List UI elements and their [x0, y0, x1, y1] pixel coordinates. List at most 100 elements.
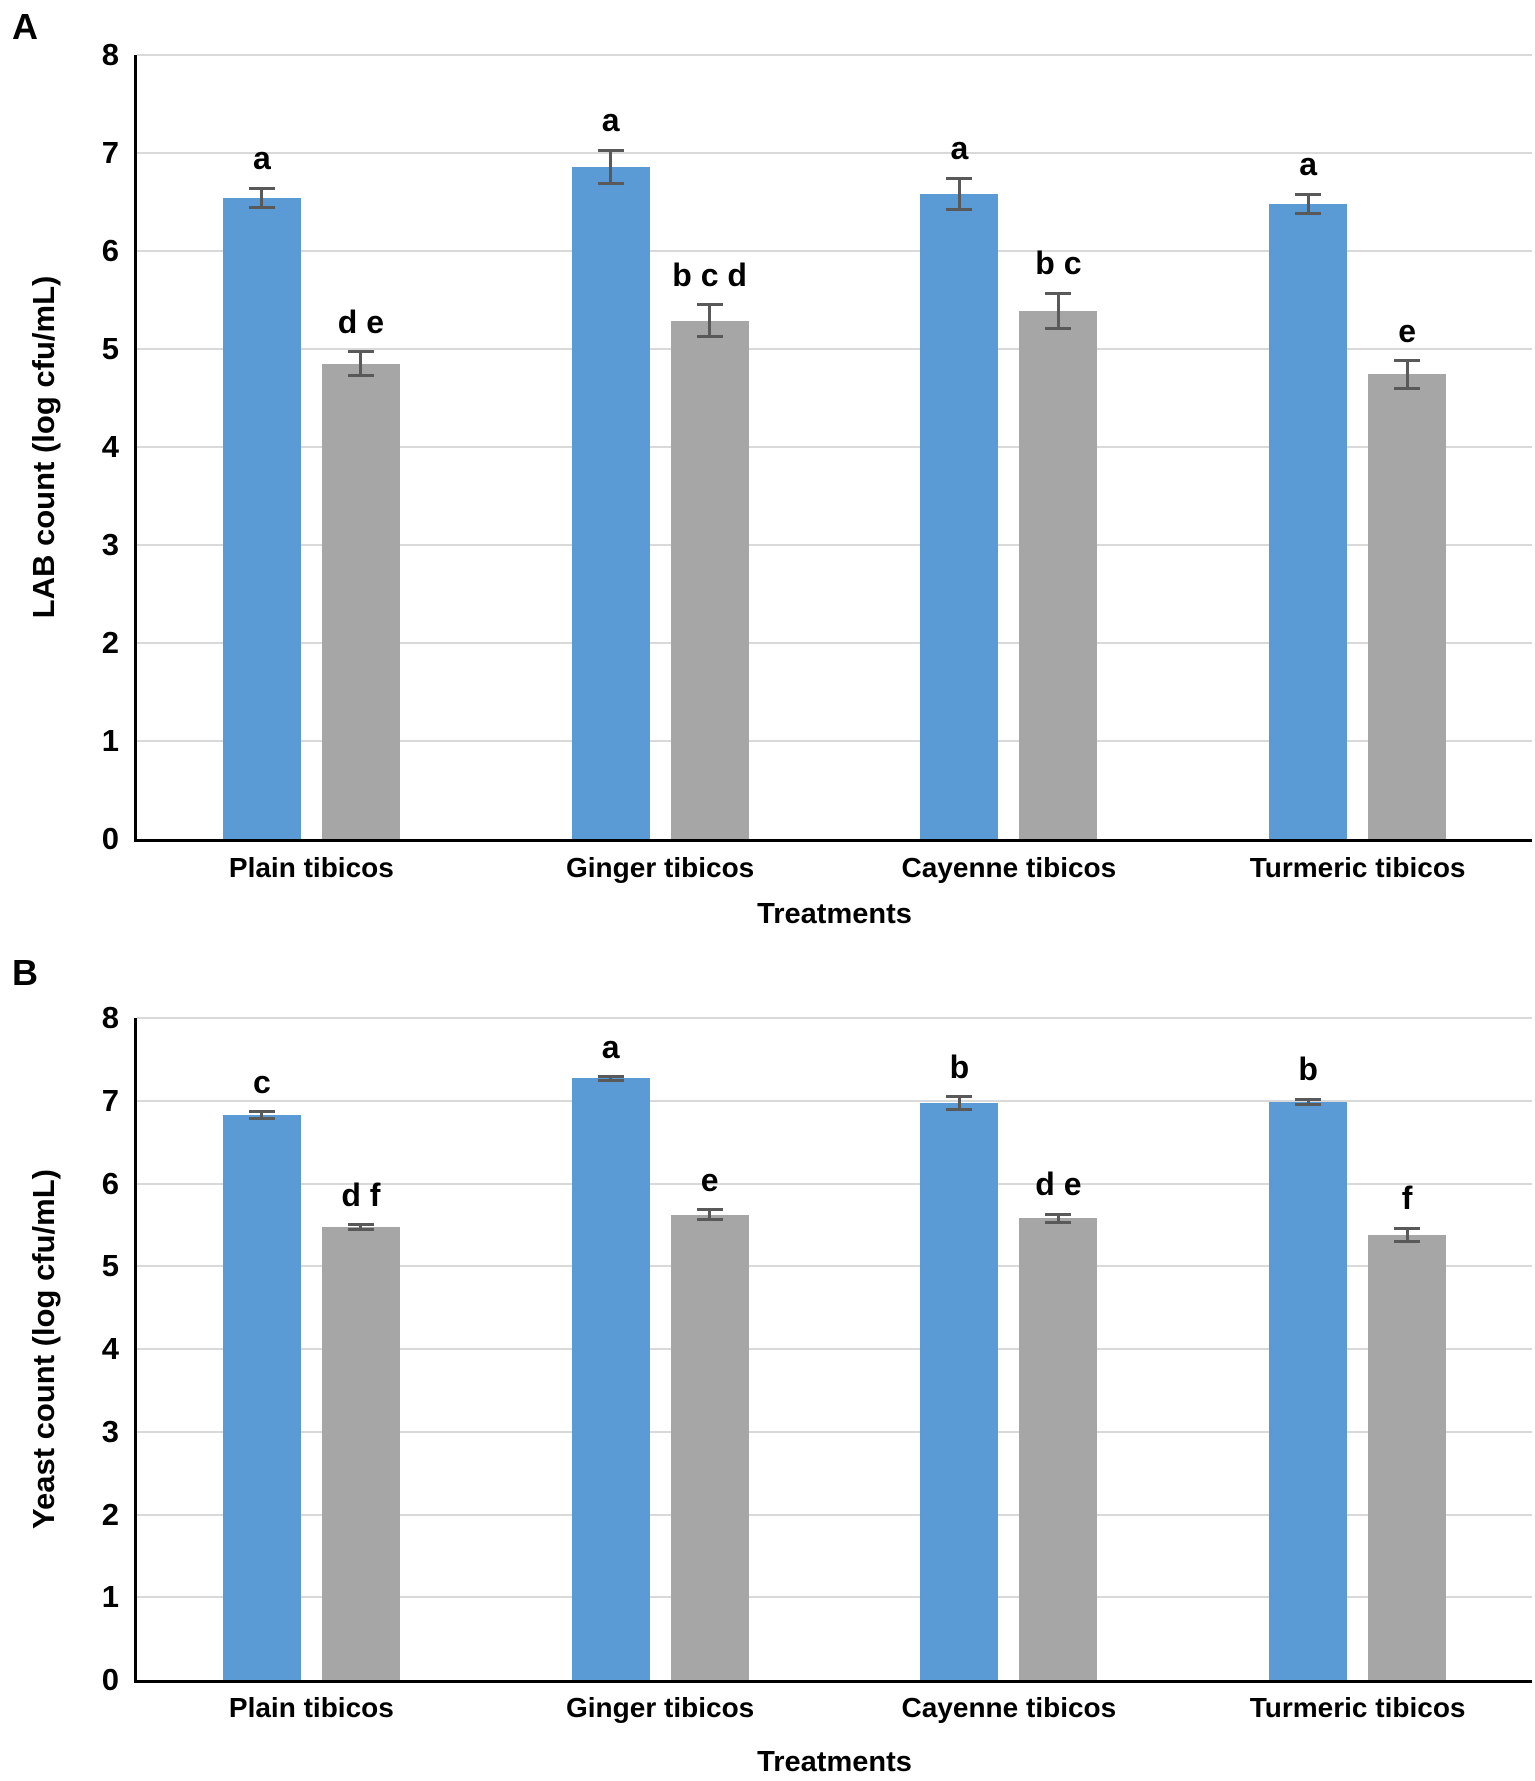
panel-a-ytick-1: 1 [101, 723, 119, 758]
panel-a-bar-blue-4 [1269, 203, 1348, 839]
panel-b-error-cap-bottom-blue-2 [597, 1078, 624, 1082]
panel-b-error-cap-top-blue-4 [1295, 1097, 1322, 1101]
panel-a-ytick-0: 0 [101, 821, 119, 856]
panel-b-category-label-1: Plain tibicos [228, 1692, 394, 1723]
panel-b-ytick-1: 1 [101, 1579, 119, 1615]
panel-b-gridline-y6 [137, 1182, 1532, 1185]
panel-b-error-cap-top-gray-1 [347, 1223, 374, 1227]
panel-b-error-bar-gray-4 [1405, 1228, 1409, 1242]
panel-b-ytick-2: 2 [101, 1496, 119, 1532]
panel-b-bar-gray-4 [1368, 1234, 1447, 1680]
panel-b-bar-gray-1 [321, 1227, 400, 1680]
panel-b-error-cap-bottom-gray-1 [347, 1228, 374, 1232]
panel-b-x-axis-title: Treatments [757, 1746, 912, 1778]
panel-a-category-label-4: Turmeric tibicos [1249, 852, 1466, 883]
panel-a-sig-label-gray-3: b c [1035, 245, 1082, 282]
panel-a-gridline-y4 [137, 446, 1532, 448]
panel-a-gridline-y5 [137, 348, 1532, 350]
panel-a-ytick-5: 5 [101, 331, 119, 366]
panel-a-ytick-3: 3 [101, 527, 119, 562]
panel-b-error-bar-blue-3 [957, 1096, 961, 1110]
panel-a-ytick-4: 4 [101, 429, 119, 464]
panel-b-ytick-4: 4 [101, 1331, 119, 1366]
panel-a-sig-label-blue-1: a [252, 140, 271, 177]
panel-a-sig-label-gray-2: b c d [672, 256, 747, 293]
panel-a-error-cap-top-gray-3 [1045, 291, 1072, 295]
panel-b-error-cap-top-blue-1 [248, 1110, 275, 1113]
panel-b-sig-label-gray-1: d f [341, 1176, 381, 1213]
panel-a-ytick-2: 2 [101, 625, 119, 660]
panel-b-error-bar-gray-1 [359, 1224, 363, 1230]
panel-b-ytick-3: 3 [101, 1413, 119, 1449]
panel-b-error-bar-gray-3 [1056, 1214, 1060, 1223]
panel-b-gridline-y4 [137, 1348, 1532, 1350]
panel-a-sig-label-blue-4: a [1299, 146, 1318, 183]
panel-a-error-cap-bottom-blue-1 [248, 206, 275, 210]
panel-b-error-bar-gray-2 [708, 1209, 712, 1220]
panel-b-error-cap-top-gray-2 [696, 1208, 723, 1212]
panel-b-error-cap-bottom-blue-1 [248, 1116, 275, 1120]
panel-a-gridline-y1 [137, 740, 1532, 742]
panel-a-sig-label-blue-3: a [950, 130, 969, 167]
panel-b-bar-blue-3 [920, 1103, 999, 1680]
panel-b-error-cap-bottom-blue-4 [1295, 1102, 1322, 1106]
panel-b-bar-gray-2 [670, 1214, 749, 1680]
panel-b-ytick-5: 5 [101, 1248, 119, 1284]
panel-b-error-cap-top-gray-3 [1045, 1212, 1072, 1216]
panel-b-gridline-y7 [137, 1099, 1532, 1102]
panel-b-error-cap-bottom-gray-4 [1394, 1239, 1421, 1243]
panel-b-ytick-7: 7 [101, 1082, 119, 1118]
panel-a-error-bar-blue-4 [1306, 194, 1310, 214]
panel-b-sig-label-gray-4: f [1401, 1180, 1413, 1217]
panel-a-bar-blue-2 [571, 166, 650, 839]
panel-a-error-cap-bottom-blue-3 [946, 208, 973, 212]
panel-a-bar-gray-1 [321, 363, 400, 839]
panel-a-y-axis-line [134, 55, 137, 842]
panel-a-sig-label-gray-1: d e [337, 303, 384, 340]
panel-b-label: B [12, 952, 38, 993]
panel-b-sig-label-gray-2: e [700, 1161, 719, 1198]
panel-a-error-cap-top-blue-4 [1295, 192, 1322, 196]
panel-b-error-cap-top-blue-2 [597, 1075, 624, 1079]
panel-a-error-cap-top-blue-1 [248, 186, 275, 190]
panel-b-error-bar-blue-4 [1306, 1099, 1310, 1105]
panel-a-x-axis-title: Treatments [757, 898, 912, 930]
panel-b-error-bar-blue-1 [260, 1111, 264, 1119]
panel-b-error-cap-bottom-gray-3 [1045, 1220, 1072, 1224]
panel-b-category-label-3: Cayenne tibicos [901, 1692, 1117, 1723]
panel-b-bar-blue-2 [571, 1078, 650, 1680]
panel-a-error-cap-top-gray-4 [1394, 359, 1421, 363]
panel-a-gridline-y6 [137, 250, 1532, 252]
panel-b-error-cap-bottom-blue-3 [946, 1108, 973, 1112]
panel-a-bar-gray-3 [1019, 310, 1098, 839]
panel-a-error-cap-bottom-gray-3 [1045, 326, 1072, 330]
panel-a-gridline-y8 [137, 54, 1532, 56]
panel-a-category-label-3: Cayenne tibicos [901, 852, 1117, 883]
panel-a-error-cap-bottom-blue-4 [1295, 212, 1322, 216]
panel-b-ytick-0: 0 [101, 1662, 119, 1697]
panel-a-error-bar-gray-2 [708, 304, 712, 337]
panel-b-bar-gray-3 [1019, 1218, 1098, 1680]
panel-a-gridline-y3 [137, 544, 1532, 546]
panel-a-error-cap-bottom-gray-1 [347, 373, 374, 377]
panel-a-error-bar-blue-1 [260, 188, 264, 208]
panel-b-sig-label-blue-1: c [252, 1063, 271, 1100]
panel-b-bar-blue-4 [1269, 1101, 1348, 1680]
panel-b-y-axis-line [134, 1018, 137, 1683]
panel-b-sig-label-gray-3: d e [1035, 1166, 1082, 1203]
panel-a-sig-label-blue-2: a [601, 102, 620, 139]
panel-a-error-bar-blue-3 [957, 178, 961, 210]
panel-a-sig-label-gray-4: e [1398, 312, 1417, 349]
panel-b-error-cap-bottom-gray-2 [696, 1218, 723, 1222]
panel-a-bar-gray-4 [1368, 374, 1447, 839]
panel-b-gridline-y2 [137, 1513, 1532, 1516]
panel-a-error-cap-top-gray-1 [347, 350, 374, 354]
panel-a-error-cap-top-blue-2 [597, 148, 624, 152]
panel-b-error-bar-blue-2 [609, 1076, 613, 1081]
panel-b-sig-label-blue-4: b [1298, 1051, 1318, 1088]
panel-b-gridline-y1 [137, 1596, 1532, 1599]
panel-a-gridline-y2 [137, 642, 1532, 644]
panel-a-label: A [12, 6, 38, 47]
panel-b-sig-label-blue-2: a [601, 1028, 620, 1065]
